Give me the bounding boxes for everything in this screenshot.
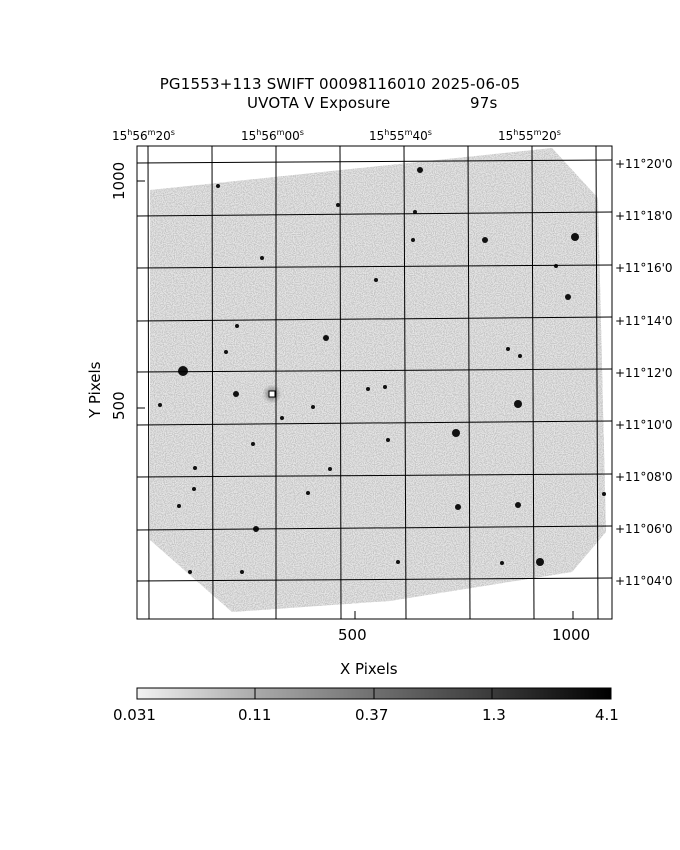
star [235, 324, 239, 328]
star [518, 354, 522, 358]
ra-label-1: 15h56m20s [112, 128, 175, 143]
colorbar-label-5: 4.1 [595, 706, 619, 724]
target-source [262, 384, 282, 404]
dec-label-4: +11°14'0 [615, 314, 673, 328]
grid-ra-line [211, 145, 214, 620]
star [311, 405, 315, 409]
star [216, 184, 220, 188]
exposure-label: UVOTA V Exposure [247, 94, 391, 112]
field-of-view [150, 148, 606, 612]
star [554, 264, 558, 268]
grid-dec-line [136, 316, 613, 322]
dec-label-9: +11°04'0 [615, 574, 673, 588]
star [417, 167, 423, 173]
star [602, 492, 606, 496]
grid-dec-line [136, 264, 613, 269]
star [366, 387, 370, 391]
dec-label-8: +11°06'0 [615, 522, 673, 536]
exposure-value: 97s [470, 94, 498, 112]
image-title: PG1553+113 SWIFT 00098116010 2025-06-05 … [0, 75, 680, 112]
star [500, 561, 504, 565]
y-tick-500: 500 [110, 391, 128, 420]
grid-dec-line [136, 159, 613, 164]
grid-dec-line [136, 525, 613, 531]
ra-label-4: 15h55m20s [498, 128, 561, 143]
coordinate-grid [136, 145, 613, 620]
star [178, 366, 188, 376]
star [224, 350, 228, 354]
colorbar-label-1: 0.031 [113, 706, 156, 724]
star [280, 416, 284, 420]
x-tick-500: 500 [338, 626, 367, 644]
pixel-axis-ticks [137, 180, 574, 619]
grid-dec-line [136, 577, 613, 582]
dec-label-3: +11°16'0 [615, 261, 673, 275]
colorbar-label-2: 0.11 [238, 706, 272, 724]
title-line-1: PG1553+113 SWIFT 00098116010 2025-06-05 [159, 75, 521, 93]
star [233, 391, 239, 397]
star [396, 560, 400, 564]
grid-ra-line [339, 145, 342, 620]
star [240, 570, 244, 574]
star [482, 237, 488, 243]
star [515, 502, 521, 508]
star [536, 558, 544, 566]
y-tick-1000: 1000 [110, 161, 128, 200]
star [374, 278, 378, 282]
dec-label-2: +11°18'0 [615, 209, 673, 223]
star [413, 210, 417, 214]
dec-label-1: +11°20'0 [615, 157, 673, 171]
star [452, 429, 460, 437]
grid-dec-line [136, 211, 613, 217]
star [383, 385, 387, 389]
dec-label-6: +11°10'0 [615, 418, 673, 432]
x-axis-title: X Pixels [340, 660, 398, 678]
colorbar-label-3: 0.37 [355, 706, 389, 724]
star [192, 487, 196, 491]
grid-dec-line [136, 420, 613, 426]
grid-ra-line [403, 145, 407, 620]
star [328, 467, 332, 471]
star [455, 504, 461, 510]
star [193, 466, 197, 470]
ra-label-2: 15h56m00s [241, 128, 304, 143]
grid-ra-line [531, 145, 535, 620]
x-tick-1000: 1000 [552, 626, 591, 644]
colorbar-label-4: 1.3 [482, 706, 506, 724]
star [514, 400, 522, 408]
y-axis-title: Y Pixels [86, 361, 104, 418]
ra-label-3: 15h55m40s [369, 128, 432, 143]
star [177, 504, 181, 508]
star-field [158, 167, 606, 574]
star [506, 347, 510, 351]
star [251, 442, 255, 446]
star [336, 203, 340, 207]
grid-dec-line [136, 368, 613, 373]
grid-ra-line [147, 145, 150, 620]
plot-frame [136, 145, 613, 620]
grid-dec-line [136, 473, 613, 478]
dec-label-7: +11°08'0 [615, 470, 673, 484]
star [411, 238, 415, 242]
star [386, 438, 390, 442]
star [571, 233, 579, 241]
star [188, 570, 192, 574]
grid-ra-line [467, 145, 471, 620]
dec-label-5: +11°12'0 [615, 366, 673, 380]
colorbar [136, 687, 612, 700]
star [158, 403, 162, 407]
star [565, 294, 571, 300]
grid-ra-line [595, 145, 599, 620]
star [306, 491, 310, 495]
star [323, 335, 329, 341]
star [260, 256, 264, 260]
